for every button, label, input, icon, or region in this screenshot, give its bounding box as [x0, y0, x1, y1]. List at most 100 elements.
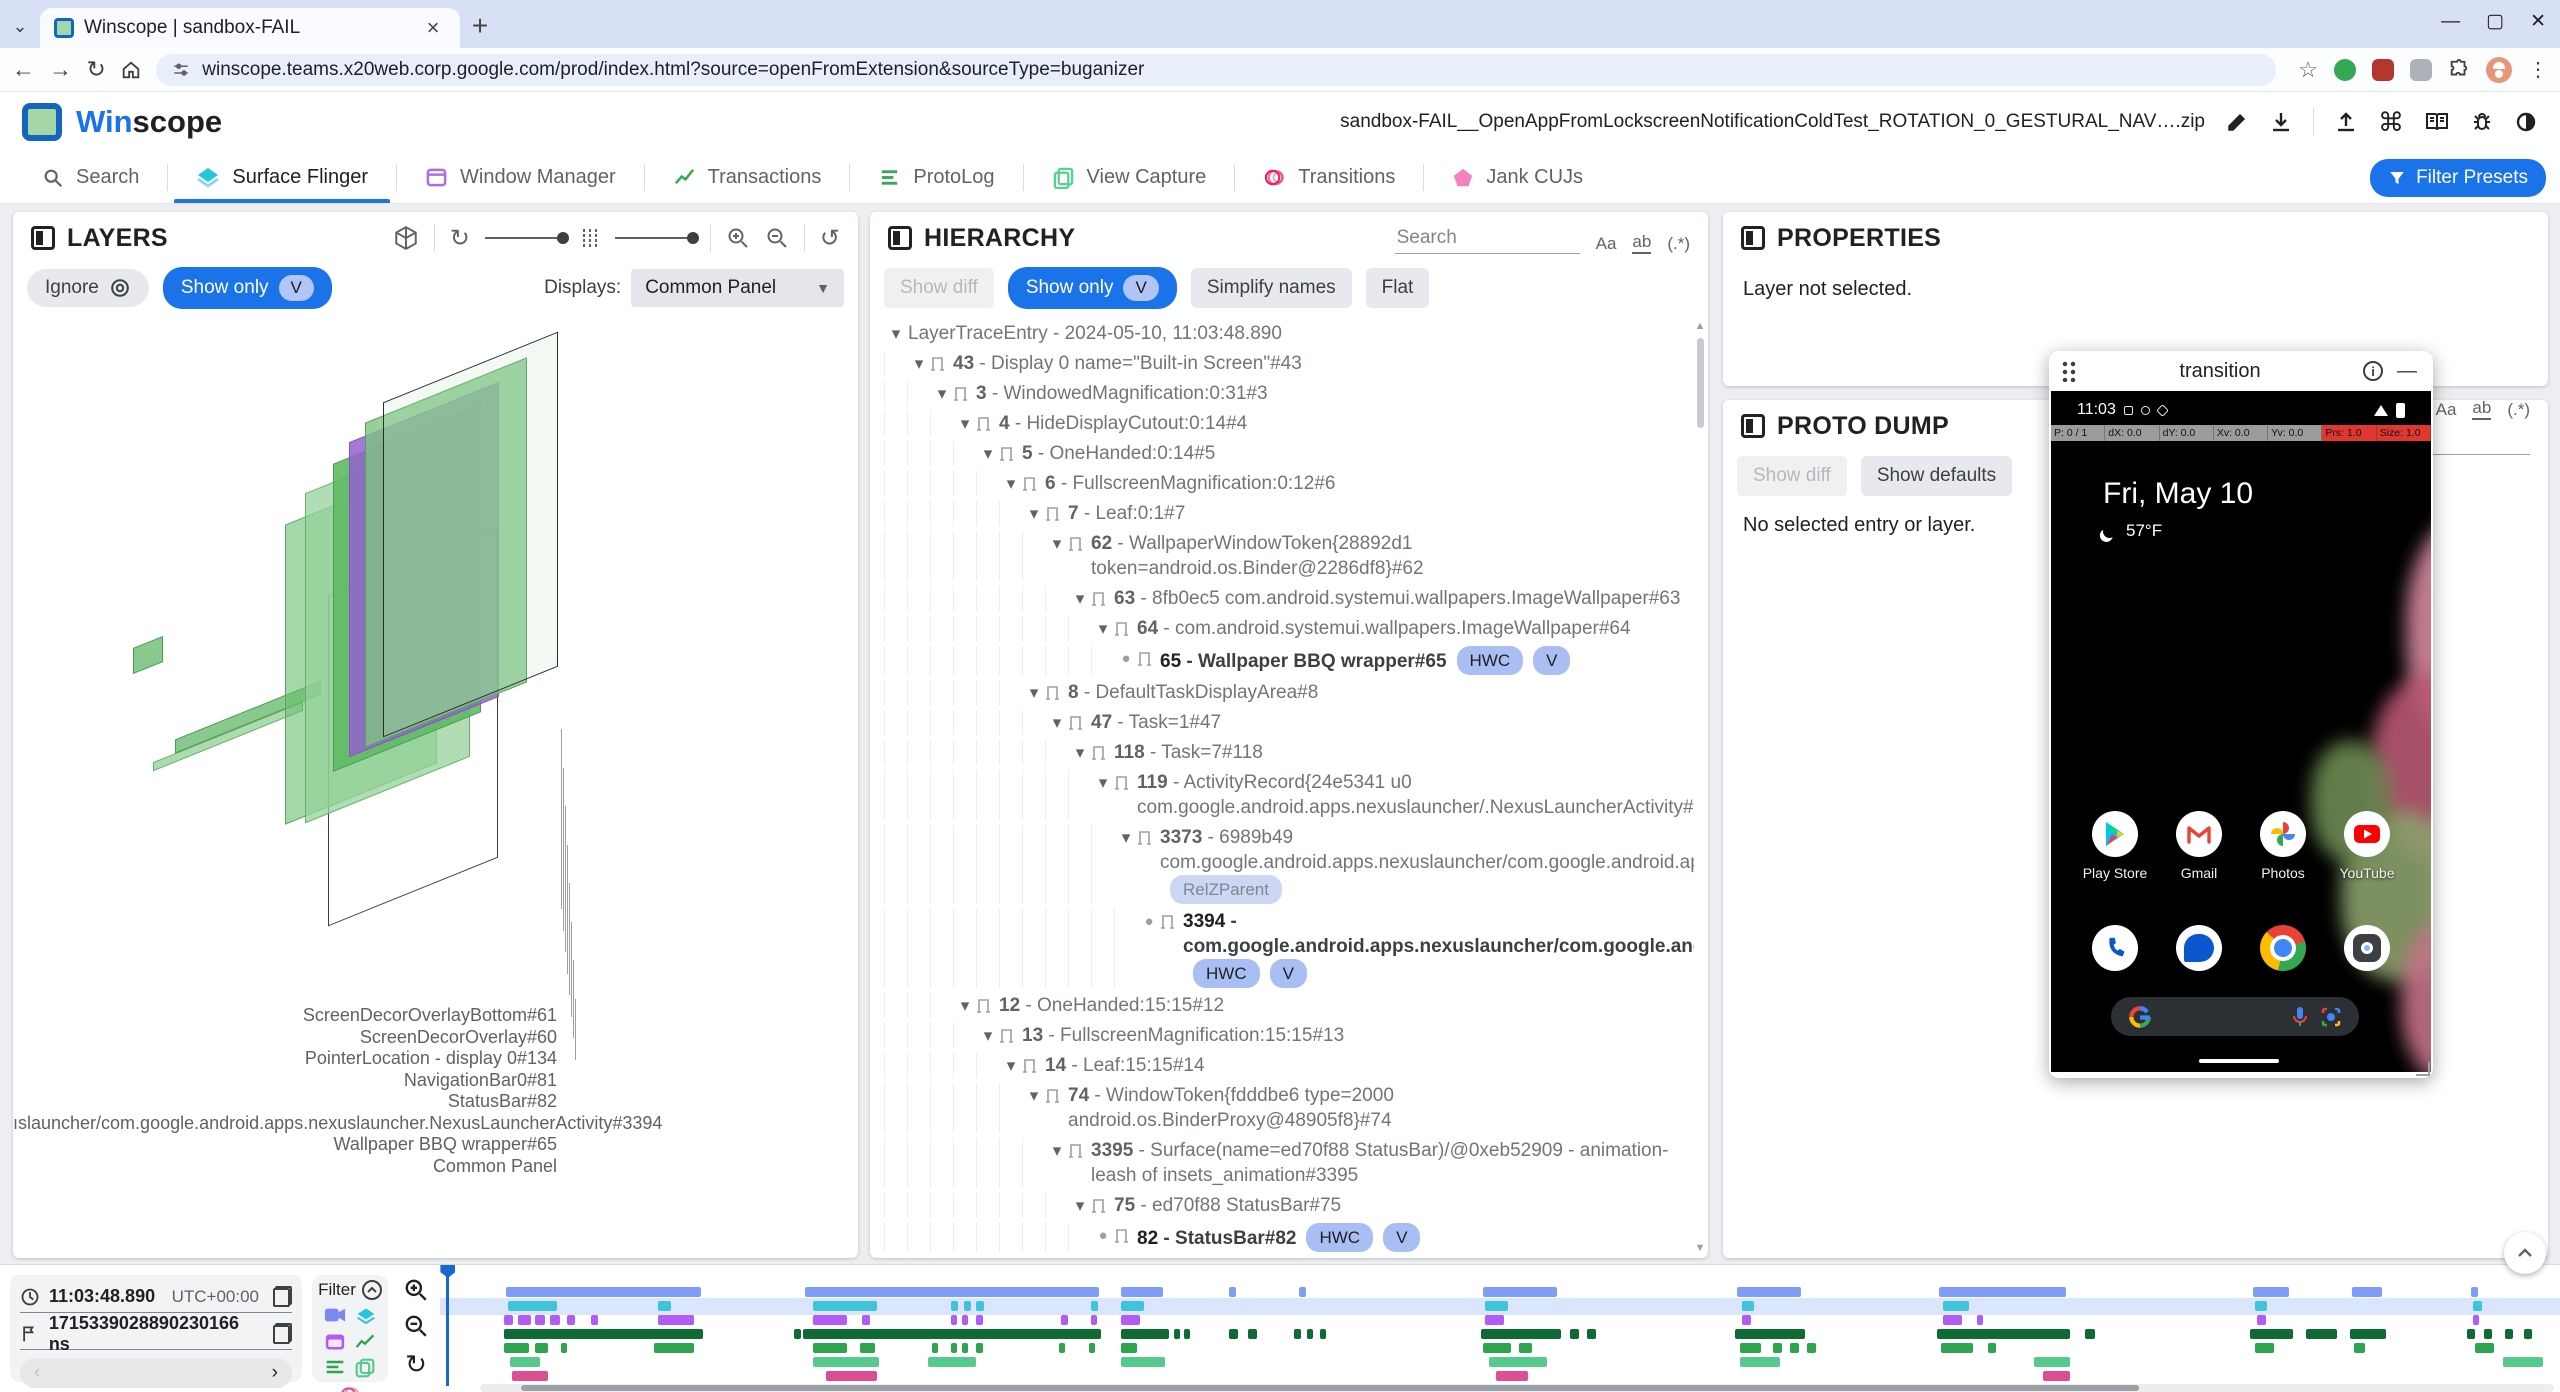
layer-sheet[interactable] — [133, 635, 163, 675]
expand-chevron-icon[interactable]: ▾ — [914, 353, 924, 373]
show-diff-button[interactable]: Show diff — [884, 268, 994, 308]
trace-row-green-segment[interactable] — [654, 1343, 695, 1353]
drag-handle-icon[interactable] — [2061, 360, 2077, 382]
transactions-filter-icon[interactable] — [355, 1333, 375, 1351]
layer-sheet[interactable] — [153, 701, 303, 772]
tree-node[interactable]: ▾ 118 - Task=7#118 — [870, 737, 1694, 767]
trace-row-cyan-segment[interactable] — [963, 1301, 972, 1311]
window-manager-filter-icon[interactable] — [325, 1333, 345, 1351]
download-trace-icon[interactable] — [2269, 110, 2293, 134]
layer-label[interactable]: ScreenDecorOverlay#60 — [359, 1026, 557, 1047]
trace-row-darkgreen-segment[interactable] — [2250, 1329, 2293, 1339]
displays-select[interactable]: Common Panel ▼ — [631, 269, 844, 307]
filter-presets-button[interactable]: Filter Presets — [2370, 158, 2546, 197]
tab-search-chevron-icon[interactable]: ⌄ — [12, 15, 28, 36]
expand-chevron-icon[interactable]: ▾ — [953, 1257, 977, 1259]
extension-icon-red[interactable] — [2372, 58, 2394, 81]
tree-node[interactable]: ▾ 47 - Task=1#47 — [870, 707, 1694, 737]
collapse-filter-icon[interactable] — [361, 1280, 382, 1300]
tree-node[interactable]: ● 65 - Wallpaper BBQ wrapper#65 HWC V — [870, 643, 1694, 677]
surface-flinger-filter-icon[interactable] — [356, 1306, 376, 1326]
tree-node[interactable]: ▾ 62 - WallpaperWindowToken{28892d1 token… — [870, 528, 1694, 583]
trace-row-darkgreen-segment[interactable] — [2466, 1329, 2476, 1339]
trace-row-blue-segment[interactable] — [1938, 1287, 2067, 1297]
timeline-cursor[interactable] — [446, 1265, 450, 1386]
tree-node[interactable]: ▾ 4 - HideDisplayCutout:0:14#4 — [870, 408, 1694, 438]
trace-row-green-segment[interactable] — [1987, 1343, 1997, 1353]
trace-row-cyan-segment[interactable] — [950, 1301, 959, 1311]
spacing-slider[interactable] — [614, 232, 699, 244]
layer-label[interactable]: ScreenDecorOverlayBottom#61 — [302, 1005, 557, 1025]
ignore-button[interactable]: Ignore — [27, 269, 149, 307]
browser-tab[interactable]: Winscope | sandbox-FAIL × — [40, 8, 460, 48]
rotation-icon[interactable]: ↻ — [449, 224, 470, 252]
trace-row-purple-segment[interactable] — [590, 1315, 598, 1325]
camera-app-icon[interactable] — [2344, 925, 2390, 971]
trace-row-pink-segment[interactable] — [1495, 1371, 1528, 1381]
trace-row-darkgreen-segment[interactable] — [1173, 1329, 1180, 1339]
trace-row-blue-segment[interactable] — [1298, 1287, 1306, 1297]
trace-row-darkgreen-segment[interactable] — [2483, 1329, 2493, 1339]
layer-label[interactable]: NavigationBar0#81 — [403, 1069, 557, 1090]
trace-row-green-segment[interactable] — [1790, 1343, 1799, 1353]
tab-close-icon[interactable]: × — [426, 15, 440, 40]
match-word-icon[interactable]: ab — [1632, 232, 1652, 254]
tab-jank-cujs[interactable]: Jank CUJs — [1424, 152, 1611, 203]
expand-chevron-icon[interactable]: ▾ — [1098, 618, 1108, 638]
tree-node[interactable]: ▾ 119 - ActivityRecord{24e5341 u0 com.goo… — [870, 767, 1694, 822]
collapse-timeline-button[interactable] — [2504, 1232, 2546, 1274]
trace-row-cyan-segment[interactable] — [1943, 1301, 1969, 1311]
trace-row-blue-segment[interactable] — [2252, 1287, 2289, 1297]
trace-row-blue-segment[interactable] — [2470, 1287, 2479, 1297]
reset-view-icon[interactable]: ↺ — [819, 224, 840, 252]
trace-row-purple-segment[interactable] — [535, 1315, 545, 1325]
trace-row-green-segment[interactable] — [1739, 1343, 1761, 1353]
extensions-puzzle-icon[interactable] — [2448, 58, 2470, 81]
profile-avatar[interactable] — [2486, 56, 2512, 83]
documentation-icon[interactable] — [2424, 110, 2450, 134]
expand-chevron-icon[interactable]: ▾ — [1029, 503, 1039, 523]
trace-row-darkgreen-segment[interactable] — [1319, 1329, 1327, 1339]
trace-row-green-segment[interactable] — [2475, 1343, 2495, 1353]
trace-row-darkgreen-segment[interactable] — [802, 1329, 1102, 1339]
screen-recording-filter-icon[interactable] — [324, 1306, 346, 1324]
trace-row-lightgreen-segment[interactable] — [1120, 1357, 1166, 1367]
site-settings-icon[interactable] — [172, 61, 190, 79]
show-only-v-button[interactable]: Show only V — [1007, 267, 1177, 309]
match-case-icon[interactable]: Aa — [2435, 400, 2457, 419]
tree-node[interactable]: ▾ 3373 - 6989b49 com.google.android.apps.… — [870, 822, 1694, 906]
trace-row-cyan-segment[interactable] — [1090, 1301, 1099, 1311]
dark-mode-toggle-icon[interactable] — [2514, 110, 2538, 134]
trace-row-darkgreen-segment[interactable] — [2350, 1329, 2387, 1339]
tree-node[interactable]: ▾ 63 - 8fb0ec5 com.android.systemui.wallp… — [870, 583, 1694, 613]
expand-chevron-icon[interactable]: ▾ — [1029, 682, 1039, 702]
trace-row-purple-segment[interactable] — [567, 1315, 575, 1325]
extension-icon-gray[interactable] — [2410, 58, 2432, 81]
trace-row-purple-segment[interactable] — [2473, 1315, 2480, 1325]
trace-row-lightgreen-segment[interactable] — [1489, 1357, 1547, 1367]
tab-transactions[interactable]: Transactions — [645, 152, 850, 203]
trace-row-cyan-segment[interactable] — [507, 1301, 557, 1311]
browser-menu-icon[interactable]: ⋮ — [2528, 59, 2548, 81]
trace-row-green-segment[interactable] — [1088, 1343, 1096, 1353]
trace-row-darkgreen-segment[interactable] — [1480, 1329, 1562, 1339]
tab-window-manager[interactable]: Window Manager — [397, 152, 644, 203]
hierarchy-scrollbar[interactable]: ▲ ▼ — [1694, 320, 1706, 1254]
trace-row-darkgreen-segment[interactable] — [794, 1329, 802, 1339]
trace-row-darkgreen-segment[interactable] — [1184, 1329, 1191, 1339]
expand-chevron-icon[interactable]: ▾ — [1052, 533, 1062, 553]
tree-node[interactable]: ▾ 13 - FullscreenMagnification:15:15#13 — [870, 1020, 1694, 1050]
trace-row-blue-segment[interactable] — [505, 1287, 701, 1297]
messages-app-icon[interactable] — [2176, 925, 2222, 971]
tree-node[interactable]: ▾ 64 - com.android.systemui.wallpapers.Im… — [870, 613, 1694, 643]
trace-row-darkgreen-segment[interactable] — [1569, 1329, 1580, 1339]
copy-icon[interactable] — [272, 1285, 292, 1308]
layer-label[interactable]: StatusBar#82 — [447, 1091, 557, 1111]
close-window-icon[interactable]: ✕ — [2530, 11, 2546, 32]
expand-chevron-icon[interactable]: ▾ — [1029, 1085, 1039, 1105]
trace-row-purple-segment[interactable] — [1485, 1315, 1505, 1325]
app-play-store[interactable]: Play Store — [2080, 811, 2150, 881]
match-word-icon[interactable]: ab — [2472, 400, 2492, 420]
trace-row-pink-segment[interactable] — [512, 1371, 549, 1381]
trace-row-blue-segment[interactable] — [2352, 1287, 2382, 1297]
